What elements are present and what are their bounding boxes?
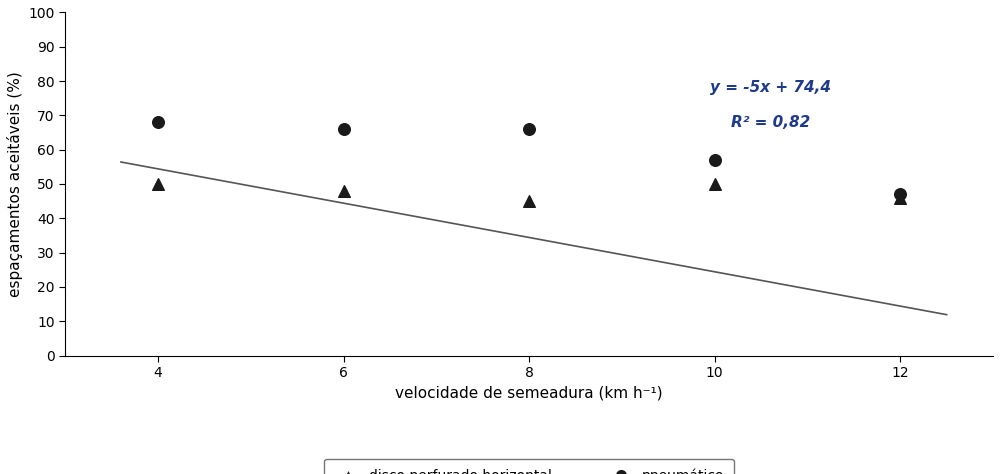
pneumático [336, 125, 352, 133]
disco perfurado horizontal [707, 180, 723, 188]
pneumático [150, 118, 166, 126]
disco perfurado horizontal [150, 180, 166, 188]
disco perfurado horizontal [521, 197, 537, 205]
pneumático [707, 156, 723, 164]
X-axis label: velocidade de semeadura (km h⁻¹): velocidade de semeadura (km h⁻¹) [395, 385, 663, 401]
Legend: disco perfurado horizontal, pneumático: disco perfurado horizontal, pneumático [324, 458, 734, 474]
pneumático [892, 191, 908, 198]
Text: R² = 0,82: R² = 0,82 [731, 115, 810, 130]
disco perfurado horizontal [892, 194, 908, 201]
pneumático [521, 125, 537, 133]
Y-axis label: espaçamentos aceitáveis (%): espaçamentos aceitáveis (%) [7, 71, 23, 297]
disco perfurado horizontal [336, 187, 352, 195]
Text: y = -5x + 74,4: y = -5x + 74,4 [710, 81, 831, 95]
